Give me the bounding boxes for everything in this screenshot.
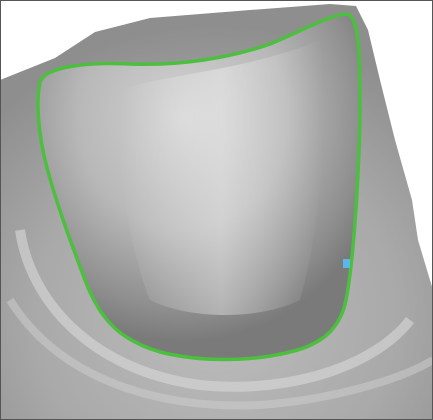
margin-line xyxy=(36,12,362,362)
highlight xyxy=(119,40,324,315)
ridge xyxy=(6,297,433,410)
ridge xyxy=(15,229,414,392)
marker-point xyxy=(343,259,350,268)
